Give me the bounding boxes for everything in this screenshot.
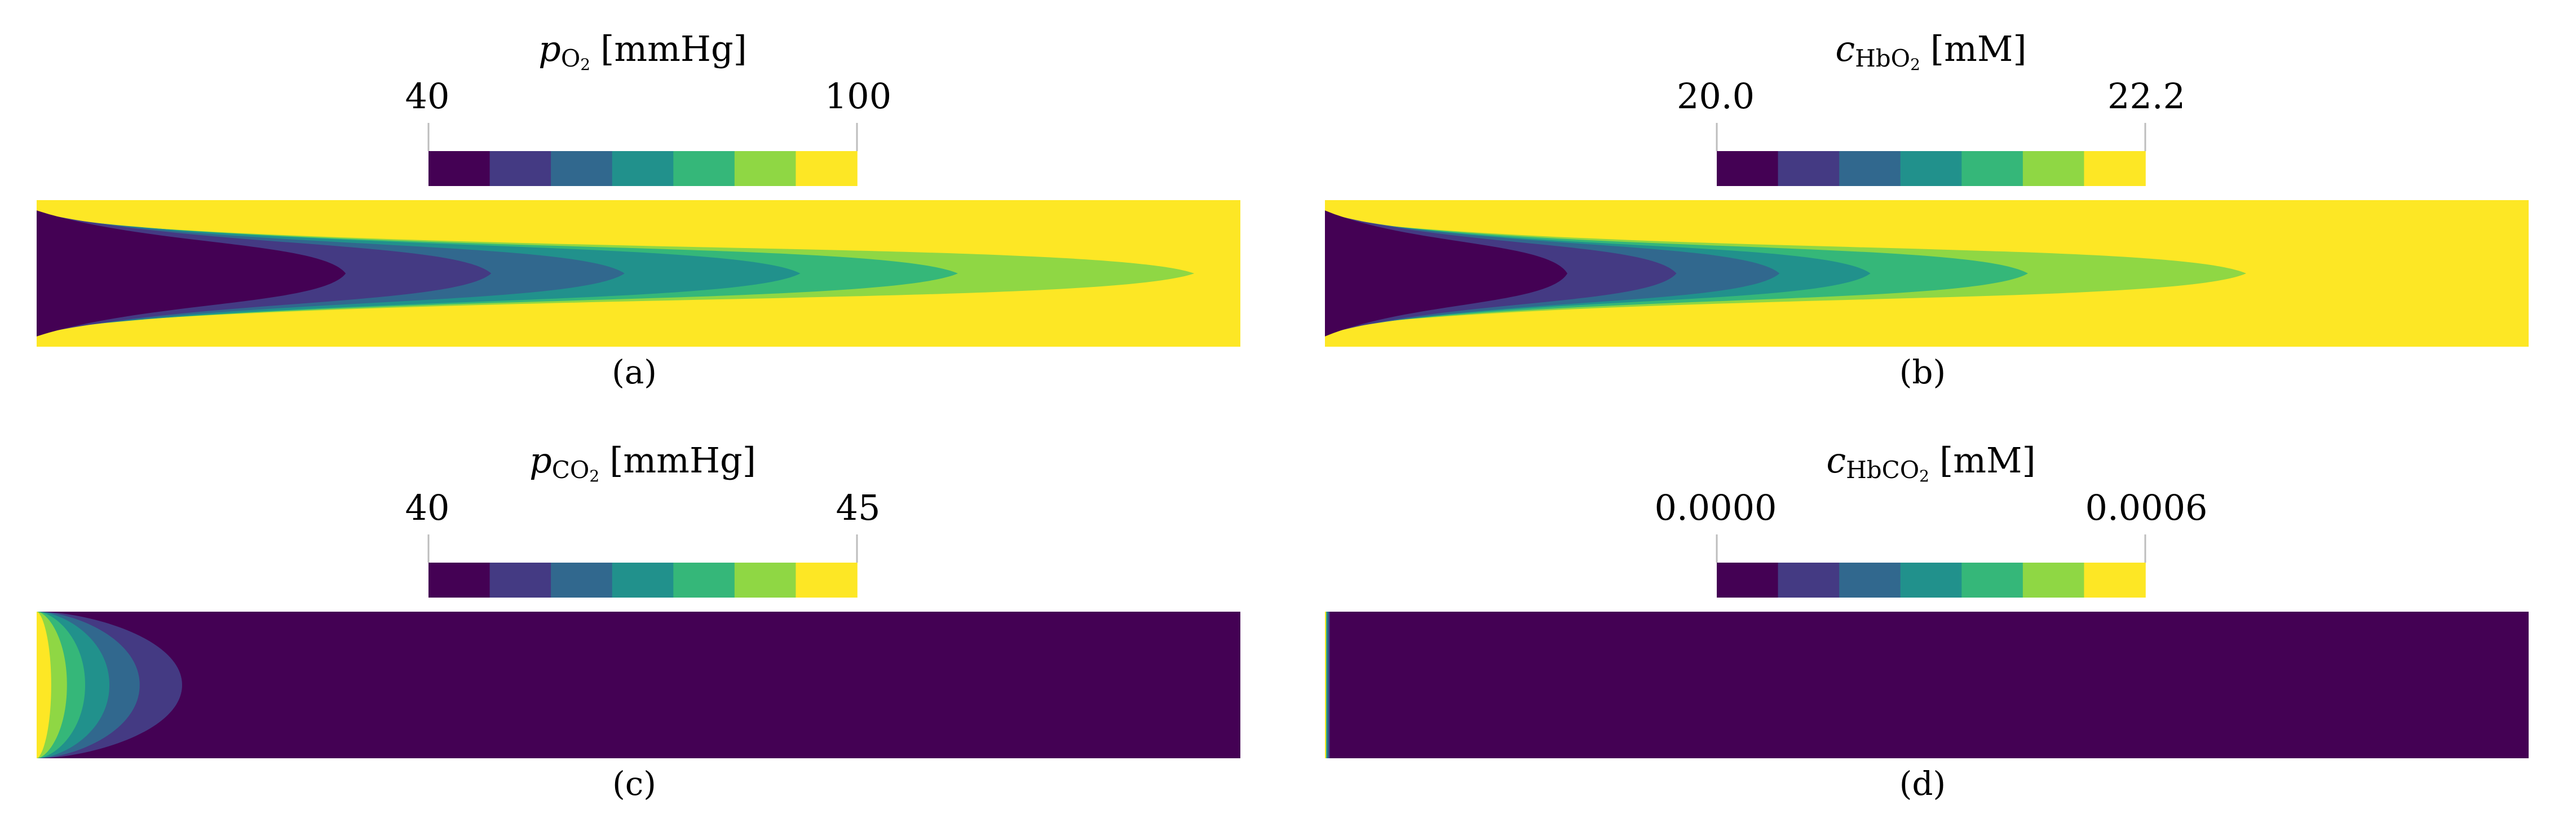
panel-c-colorbar-segment-3 [551, 563, 613, 598]
panel-d-quantity-label: cHbCO2 [mM] [1826, 440, 2035, 485]
quantity-unit: [mmHg] [609, 440, 756, 481]
quantity-subscript-number: 2 [1910, 55, 1920, 74]
panel-a-colorbar-segment-1 [428, 151, 491, 186]
panel-b-contour-level-1 [1325, 210, 1567, 337]
panel-b-caption: (b) [1899, 353, 1946, 391]
panel-b-colorbar-segment-1 [1717, 151, 1779, 186]
panel-b-tick-min: 20.0 [1677, 76, 1755, 117]
quantity-symbol: p [538, 28, 561, 69]
quantity-unit: [mmHg] [600, 28, 747, 69]
panel-a-colorbar-segment-2 [489, 151, 551, 186]
panel-d-field-background [1325, 612, 2529, 758]
panel-b-colorbar-segment-2 [1778, 151, 1840, 186]
quantity-subscript-number: 2 [589, 467, 599, 485]
panel-a-colorbar-segment-3 [551, 151, 613, 186]
panel-c-contour-level-6 [37, 612, 51, 758]
panel-c-tick-max: 45 [836, 487, 881, 528]
panel-c: pCO2 [mmHg] 40 45 (c) [23, 434, 1240, 840]
panel-a-caption: (a) [612, 353, 657, 391]
panel-a-tick-min: 40 [405, 76, 450, 117]
panel-d-colorbar-segment-4 [1900, 563, 1963, 598]
panel-a-colorbar-segment-6 [734, 151, 797, 186]
panel-c-quantity-label: pCO2 [mmHg] [529, 440, 756, 485]
panel-d-colorbar-segment-1 [1717, 563, 1779, 598]
panel-a-svg: pO2 [mmHg] 40 100 (a) [37, 28, 1240, 391]
panel-d-svg: cHbCO2 [mM] 0.0000 0.0006 (d) [1325, 440, 2529, 803]
figure: pO2 [mmHg] 40 100 (a) cHbO2 [mM] 20.0 22.2 (b) p… [23, 23, 2529, 803]
panel-d-colorbar-segment-3 [1839, 563, 1901, 598]
panel-b-colorbar-segment-7 [2084, 151, 2146, 186]
quantity-subscript: CO [552, 456, 590, 484]
panel-d: cHbCO2 [mM] 0.0000 0.0006 (d) [1311, 434, 2529, 840]
panel-c-colorbar-segment-5 [673, 563, 735, 598]
quantity-unit: [mM] [1939, 440, 2036, 481]
panel-c-field-background [37, 612, 1240, 758]
panel-b-quantity-label: cHbO2 [mM] [1835, 28, 2026, 74]
panel-a-contour-level-1 [37, 210, 346, 337]
panel-a: pO2 [mmHg] 40 100 (a) [23, 23, 1240, 428]
panel-c-colorbar-segment-7 [796, 563, 858, 598]
panel-c-colorbar-segment-4 [612, 563, 674, 598]
panel-c-colorbar-segment-1 [428, 563, 491, 598]
panel-b-colorbar-segment-3 [1839, 151, 1901, 186]
quantity-subscript: O [561, 45, 580, 72]
panel-c-colorbar-segment-2 [489, 563, 551, 598]
panel-c-caption: (c) [612, 764, 656, 803]
quantity-symbol: p [529, 440, 552, 481]
quantity-subscript: HbCO [1846, 456, 1919, 484]
panel-b-colorbar-segment-5 [1961, 151, 2023, 186]
panel-b: cHbO2 [mM] 20.0 22.2 (b) [1311, 23, 2529, 428]
panel-a-colorbar-segment-7 [796, 151, 858, 186]
quantity-subscript-number: 2 [1919, 467, 1929, 485]
panel-b-svg: cHbO2 [mM] 20.0 22.2 (b) [1325, 28, 2529, 391]
panel-d-colorbar-segment-7 [2084, 563, 2146, 598]
panel-d-contour-level-6 [1325, 612, 1326, 758]
panel-d-tick-max: 0.0006 [2085, 487, 2208, 528]
panel-c-colorbar-segment-6 [734, 563, 797, 598]
panel-d-caption: (d) [1899, 764, 1946, 803]
quantity-subscript-number: 2 [580, 55, 590, 74]
panel-c-svg: pCO2 [mmHg] 40 45 (c) [37, 440, 1240, 803]
quantity-symbol: c [1826, 440, 1846, 481]
panel-b-colorbar-segment-6 [2022, 151, 2085, 186]
panel-b-tick-max: 22.2 [2107, 76, 2185, 117]
panel-a-tick-max: 100 [825, 76, 891, 117]
quantity-unit: [mM] [1930, 28, 2027, 69]
panel-a-colorbar-segment-4 [612, 151, 674, 186]
panel-d-colorbar-segment-2 [1778, 563, 1840, 598]
panel-c-tick-min: 40 [405, 487, 450, 528]
quantity-subscript: HbO [1855, 45, 1910, 72]
panel-b-colorbar-segment-4 [1900, 151, 1963, 186]
panel-d-colorbar-segment-5 [1961, 563, 2023, 598]
quantity-symbol: c [1835, 28, 1855, 69]
panel-d-tick-min: 0.0000 [1655, 487, 1777, 528]
panel-d-colorbar-segment-6 [2022, 563, 2085, 598]
panel-a-colorbar-segment-5 [673, 151, 735, 186]
panel-a-quantity-label: pO2 [mmHg] [538, 28, 747, 74]
